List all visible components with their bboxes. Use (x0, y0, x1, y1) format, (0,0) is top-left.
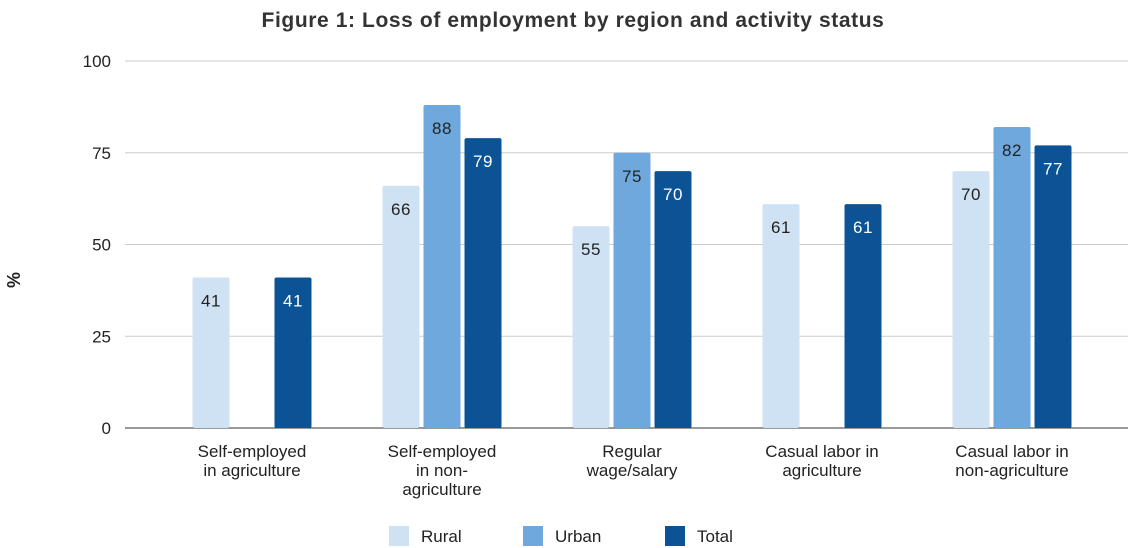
data-label-total: 61 (853, 218, 873, 237)
bar-rural (572, 226, 610, 428)
y-axis-label: % (4, 272, 24, 288)
bar-total (274, 277, 312, 428)
data-label-rural: 41 (201, 292, 221, 311)
y-tick-label: 100 (83, 52, 111, 71)
data-label-total: 79 (473, 152, 493, 171)
bar-rural (382, 185, 420, 428)
x-category-label: Casual labor in agriculture (765, 442, 878, 480)
x-category-label: Self-employed in agriculture (198, 442, 307, 480)
data-label-urban: 88 (432, 119, 452, 138)
bar-total (844, 204, 882, 428)
legend-swatch-urban (523, 526, 543, 546)
legend-swatch-total (665, 526, 685, 546)
chart-title: Figure 1: Loss of employment by region a… (262, 9, 885, 32)
x-category-label: Casual labor in non-agriculture (955, 442, 1068, 480)
bar-rural (192, 277, 230, 428)
data-label-urban: 75 (622, 167, 642, 186)
bar-total (464, 138, 502, 428)
bar-urban (993, 127, 1031, 428)
bar-total (654, 171, 692, 428)
bar-rural (952, 171, 990, 428)
bars (192, 105, 1072, 428)
legend-label-total: Total (697, 527, 733, 546)
y-tick-label: 0 (102, 419, 111, 438)
data-labels: 41 41 66 88 79 55 75 70 61 61 70 82 77 (201, 119, 1063, 311)
bar-rural (762, 204, 800, 428)
data-label-rural: 70 (961, 185, 981, 204)
y-tick-label: 50 (92, 236, 111, 255)
legend-swatch-rural (389, 526, 409, 546)
data-label-rural: 55 (581, 240, 601, 259)
x-category-label: Regular wage/salary (586, 442, 678, 480)
data-label-total: 77 (1043, 159, 1063, 178)
data-label-urban: 82 (1002, 141, 1022, 160)
data-label-total: 70 (663, 185, 683, 204)
bar-urban (423, 105, 461, 428)
bar-total (1034, 145, 1072, 428)
y-tick-label: 25 (92, 327, 111, 346)
data-label-total: 41 (283, 292, 303, 311)
bar-urban (613, 152, 651, 428)
x-category-label: Self-employed in non-agriculture (388, 442, 497, 499)
data-label-rural: 66 (391, 200, 411, 219)
legend-label-rural: Rural (421, 527, 462, 546)
legend-label-urban: Urban (555, 527, 601, 546)
y-axis-ticks: 0 25 50 75 100 (83, 52, 111, 438)
legend: Rural Urban Total (389, 526, 733, 546)
y-tick-label: 75 (92, 144, 111, 163)
x-axis-categories: Self-employed in agriculture Self-employed… (198, 442, 1069, 499)
data-label-rural: 61 (771, 218, 791, 237)
